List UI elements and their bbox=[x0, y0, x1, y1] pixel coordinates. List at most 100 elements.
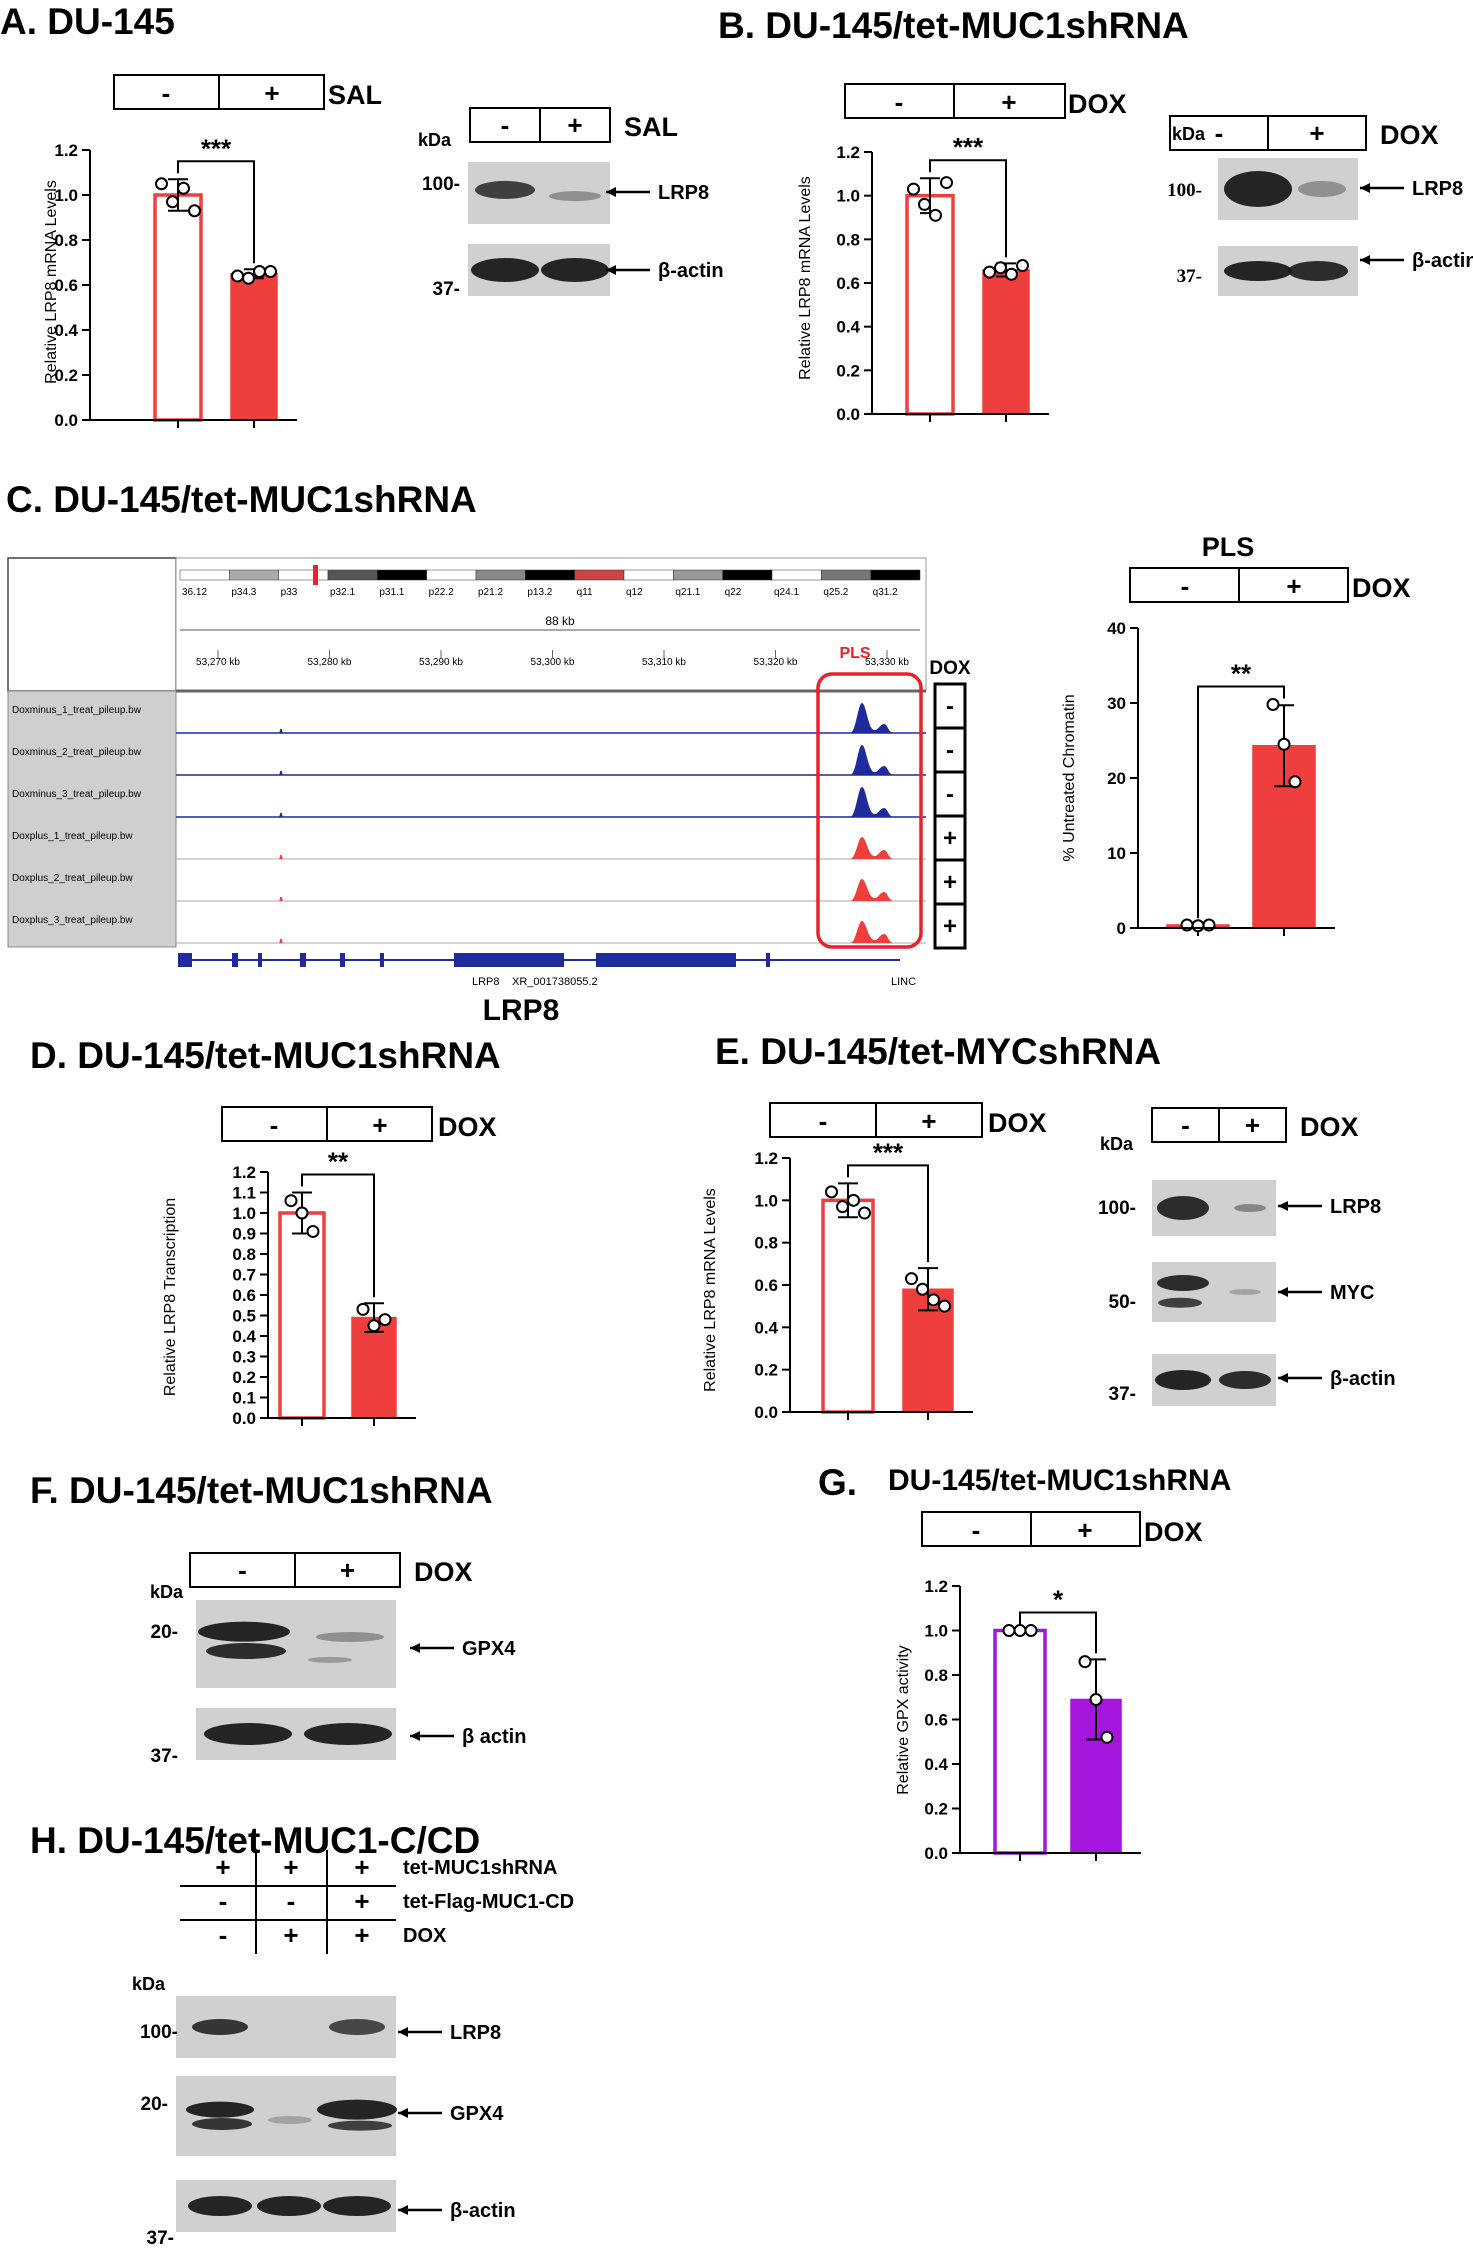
data-point bbox=[940, 176, 953, 190]
dox-column-cell: + bbox=[943, 869, 957, 896]
significance-bracket bbox=[177, 160, 255, 264]
protein-label: LRP8 bbox=[450, 2022, 501, 2044]
blot-band bbox=[316, 1631, 384, 1642]
scale-label: 88 kb bbox=[545, 614, 575, 628]
coordinate-ticks: 53,270 kb 53,280 kb 53,290 kb 53,300 kb 53,3… bbox=[196, 650, 909, 668]
y-tick-label: 0.6 bbox=[836, 274, 860, 293]
molecular-weight-marker: 100- bbox=[1167, 180, 1202, 201]
y-tick-label: 10 bbox=[1107, 844, 1126, 863]
y-tick-label: 40 bbox=[1107, 619, 1126, 638]
y-tick-label: 0.3 bbox=[232, 1348, 256, 1367]
significance-bracket bbox=[1197, 685, 1285, 919]
gene-exon bbox=[380, 953, 384, 967]
arrow-head bbox=[1360, 255, 1370, 265]
dox-column: - - - + + + bbox=[935, 693, 965, 940]
ideogram-band-label: p31.1 bbox=[379, 587, 404, 598]
panel-a-title: A. DU-145 bbox=[0, 1, 175, 42]
blot-strip bbox=[176, 2180, 396, 2232]
data-point bbox=[1089, 1692, 1103, 1706]
y-tick-label: 0.8 bbox=[924, 1666, 948, 1685]
panel-c-title: C. DU-145/tet-MUC1shRNA bbox=[6, 479, 477, 520]
coordinate-tick-label: 53,310 kb bbox=[642, 657, 686, 668]
y-tick-label: 0.8 bbox=[232, 1245, 256, 1264]
molecular-weight-marker: 37- bbox=[151, 1746, 178, 1767]
bar-chart-a: 0.0 0.2 0.4 0.6 0.8 1.0 1.2 Relative LRP8 mRNA … bbox=[43, 133, 297, 430]
blot-band bbox=[1229, 1289, 1261, 1295]
blot-header-plus: + bbox=[340, 1555, 355, 1585]
ideogram-band-label: q24.1 bbox=[774, 587, 799, 598]
coordinate-tick-label: 53,330 kb bbox=[865, 657, 909, 668]
blot-strip bbox=[1152, 1180, 1276, 1236]
dox-column-cell: - bbox=[946, 737, 954, 764]
data-point bbox=[1002, 1624, 1016, 1637]
data-point bbox=[166, 195, 179, 209]
molecular-weight-marker: 37- bbox=[1177, 266, 1202, 287]
ideogram-band bbox=[525, 569, 575, 581]
blot-band bbox=[1288, 261, 1348, 281]
y-tick-label: 1.2 bbox=[54, 141, 78, 160]
arrow-head bbox=[1278, 1201, 1288, 1211]
protein-label: GPX4 bbox=[462, 1638, 516, 1660]
kda-label: kDa bbox=[1100, 1134, 1134, 1154]
y-tick-label: 1.0 bbox=[836, 187, 860, 206]
protein-label: LRP8 bbox=[1330, 1196, 1381, 1218]
panel-g-title: G. bbox=[818, 1462, 857, 1503]
y-tick-label: 0.2 bbox=[54, 366, 78, 385]
kda-label: kDa bbox=[1172, 124, 1206, 144]
blot-band bbox=[1234, 1204, 1266, 1212]
data-point bbox=[1013, 1624, 1027, 1637]
signal-tracks: Doxminus_1_treat_pileup.bw Doxminus_2_tre… bbox=[12, 703, 926, 944]
y-axis-label: Relative LRP8 mRNA Levels bbox=[702, 1188, 719, 1392]
data-point bbox=[905, 1272, 918, 1286]
matrix-cell: - bbox=[287, 1886, 296, 1916]
data-point bbox=[378, 1313, 392, 1327]
protein-label: β-actin bbox=[450, 2200, 516, 2222]
chart-e-header-minus: - bbox=[819, 1106, 828, 1136]
y-tick-label: 0.4 bbox=[836, 318, 860, 337]
blot-band bbox=[304, 1723, 392, 1745]
blot-strip bbox=[468, 162, 610, 224]
data-point bbox=[356, 1302, 370, 1316]
chart-c-treatment: DOX bbox=[1352, 573, 1411, 603]
matrix-cell: + bbox=[354, 1852, 369, 1882]
chart-g-header-minus: - bbox=[972, 1515, 981, 1545]
molecular-weight-marker: 37- bbox=[433, 279, 460, 300]
ideogram-band-label: p21.2 bbox=[478, 587, 503, 598]
bar bbox=[821, 1198, 875, 1414]
data-point bbox=[836, 1200, 849, 1214]
protein-label: MYC bbox=[1330, 1282, 1374, 1304]
significance-label: *** bbox=[201, 133, 232, 163]
protein-label: LRP8 bbox=[1412, 178, 1463, 200]
chart-d-header-minus: - bbox=[270, 1110, 279, 1140]
ideogram-band-label: q11 bbox=[577, 587, 593, 598]
blot-header-treatment: SAL bbox=[624, 112, 678, 142]
y-tick-label: 1.2 bbox=[232, 1163, 256, 1182]
protein-label: β-actin bbox=[1412, 250, 1473, 272]
blot-band bbox=[1157, 1275, 1209, 1291]
blot-band bbox=[188, 2196, 252, 2216]
panel-f-title: F. DU-145/tet-MUC1shRNA bbox=[30, 1470, 493, 1511]
ideogram-band-label: p13.2 bbox=[527, 587, 552, 598]
protein-label: β-actin bbox=[1330, 1368, 1396, 1390]
panel-h-condition-matrix: + + + tet-MUC1shRNA - - + tet-Flag-MUC1-CD - + + DO… bbox=[180, 1850, 574, 1954]
blot-band bbox=[268, 2116, 312, 2124]
y-tick-label: 0.6 bbox=[924, 1711, 948, 1730]
significance-label: * bbox=[1053, 1585, 1064, 1615]
bar bbox=[993, 1628, 1047, 1855]
molecular-weight-marker: 100- bbox=[1098, 1198, 1136, 1219]
ideogram-band bbox=[426, 569, 477, 581]
matrix-cell: - bbox=[219, 1886, 228, 1916]
blot-strip bbox=[176, 1996, 396, 2058]
blot-band bbox=[206, 1643, 286, 1660]
blot-band bbox=[1224, 261, 1292, 281]
blot-band bbox=[308, 1656, 352, 1663]
arrow-head bbox=[410, 1643, 420, 1653]
track-spike bbox=[279, 854, 283, 860]
blot-band bbox=[192, 2118, 252, 2130]
protein-label: β-actin bbox=[658, 260, 724, 282]
track-spike bbox=[279, 812, 283, 818]
protein-label: LRP8 bbox=[658, 182, 709, 204]
molecular-weight-marker: 37- bbox=[147, 2228, 174, 2249]
panel-b-title: B. DU-145/tet-MUC1shRNA bbox=[718, 5, 1189, 46]
data-point bbox=[825, 1185, 838, 1199]
